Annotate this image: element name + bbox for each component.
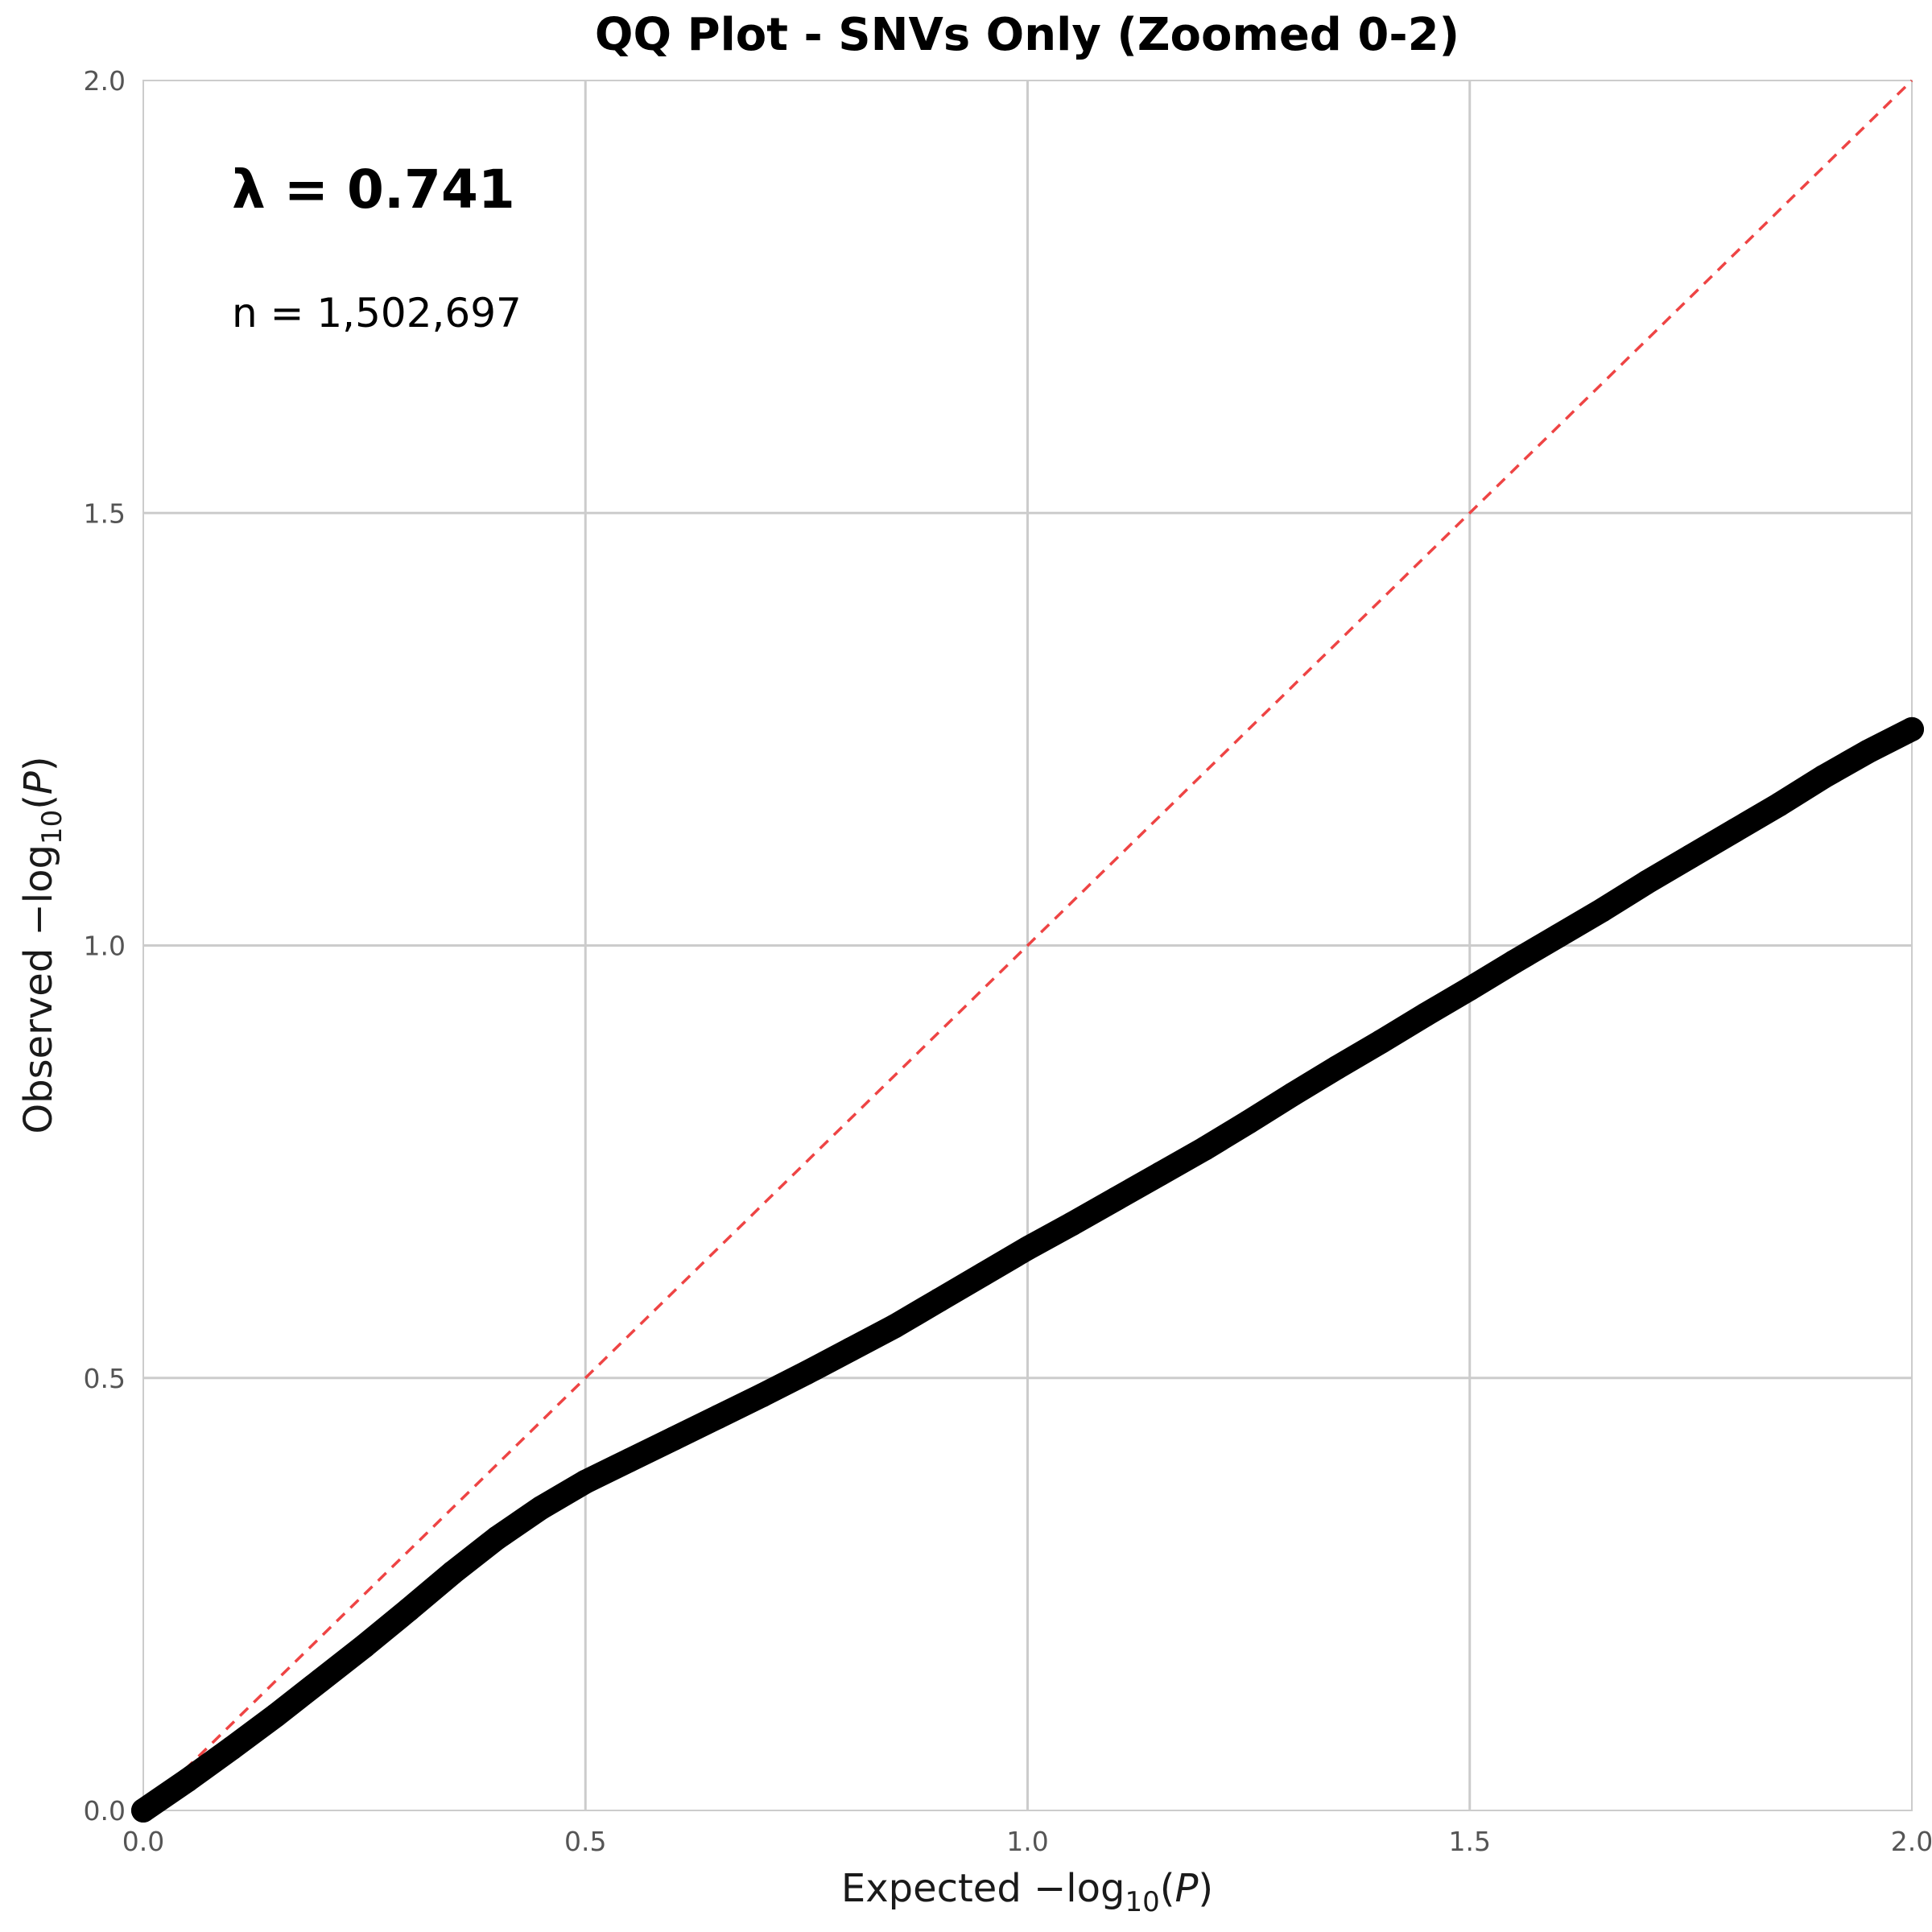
y-axis-label-prefix: Observed −log [16, 844, 61, 1134]
x-tick-label: 0.0 [122, 1826, 164, 1857]
y-axis-label-subscript: 10 [36, 810, 68, 844]
data-point [131, 1798, 155, 1823]
data-point [529, 1495, 554, 1520]
data-point [1546, 923, 1571, 948]
data-point [1767, 792, 1792, 817]
data-point [263, 1703, 288, 1728]
data-point [927, 1288, 952, 1313]
x-axis-label-subscript: 10 [1125, 1886, 1159, 1918]
data-point [1192, 1137, 1217, 1162]
data-points [131, 716, 1924, 1823]
x-axis-label-close: ) [1198, 1866, 1213, 1911]
data-point [617, 1447, 642, 1472]
data-point [1501, 949, 1526, 974]
data-point [794, 1360, 819, 1385]
y-tick-label: 0.0 [84, 1795, 126, 1827]
x-axis-label: Expected −log10(P) [841, 1866, 1213, 1918]
y-tick-label: 1.5 [84, 497, 126, 529]
data-point [662, 1426, 687, 1451]
x-tick-label: 1.5 [1449, 1826, 1491, 1857]
sample-size-annotation: n = 1,502,697 [232, 290, 522, 336]
y-axis-label-open: ( [16, 795, 61, 810]
chart-title: QQ Plot - SNVs Only (Zoomed 0-2) [595, 9, 1459, 61]
data-point [440, 1560, 465, 1585]
data-point [219, 1736, 244, 1761]
data-point [1368, 1029, 1393, 1054]
data-point [308, 1668, 332, 1693]
data-point [1856, 739, 1880, 764]
x-axis-label-prefix: Expected −log [841, 1866, 1125, 1911]
data-point [352, 1633, 377, 1658]
data-point [971, 1261, 996, 1286]
data-point [1281, 1082, 1306, 1107]
y-axis-label-close: ) [16, 756, 61, 771]
data-point [1590, 898, 1615, 923]
data-point [1811, 764, 1836, 789]
data-point [1678, 844, 1703, 869]
data-point [175, 1768, 200, 1793]
y-axis-label: Observed −log10(P) [16, 756, 68, 1133]
data-point [1236, 1109, 1261, 1134]
x-tick-label: 2.0 [1891, 1826, 1932, 1857]
data-point [1015, 1236, 1040, 1261]
data-point [1059, 1212, 1084, 1236]
y-tick-labels: 0.0 0.5 1.0 1.5 2.0 [84, 65, 126, 1827]
data-point [1148, 1162, 1173, 1187]
x-axis-label-var: P [1174, 1866, 1198, 1911]
data-point [1723, 818, 1748, 843]
x-tick-labels: 0.0 0.5 1.0 1.5 2.0 [122, 1826, 1932, 1857]
data-point [485, 1525, 510, 1550]
data-point [573, 1469, 598, 1494]
data-point [882, 1314, 907, 1339]
x-tick-label: 1.0 [1006, 1826, 1048, 1857]
reference-line [142, 79, 1913, 1812]
data-point [749, 1383, 774, 1408]
data-point [1634, 870, 1659, 895]
lambda-annotation: λ = 0.741 [232, 159, 515, 221]
x-axis-label-open: ( [1160, 1866, 1175, 1911]
data-point [1324, 1055, 1349, 1080]
y-tick-label: 1.0 [84, 931, 126, 962]
x-tick-label: 0.5 [564, 1826, 606, 1857]
data-point [1104, 1187, 1129, 1212]
data-point [1413, 1002, 1438, 1027]
data-point [706, 1405, 731, 1430]
y-tick-label: 2.0 [84, 65, 126, 97]
data-point [1900, 716, 1924, 741]
data-point [838, 1337, 863, 1362]
y-tick-label: 0.5 [84, 1363, 126, 1394]
y-axis-label-var: P [16, 771, 61, 795]
data-point [1457, 976, 1482, 1001]
data-point [396, 1597, 421, 1622]
